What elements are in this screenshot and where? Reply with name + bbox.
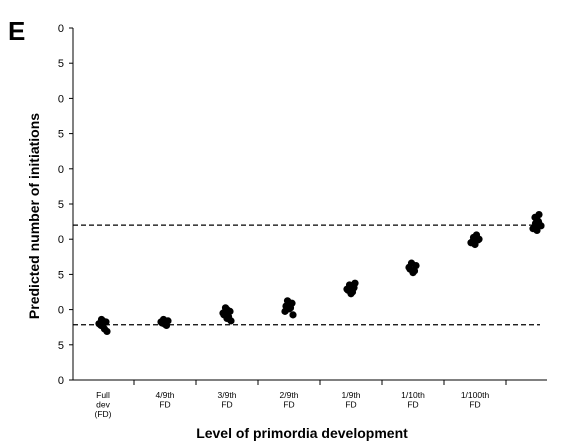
y-tick-label: 0 (58, 23, 64, 35)
x-tick-label: 1/100th (461, 390, 490, 400)
x-tick-label: FD (407, 400, 418, 410)
x-tick-label: FD (159, 400, 170, 410)
data-point (348, 288, 357, 296)
data-point (162, 321, 171, 330)
x-tick-label: 4/9th (156, 390, 175, 400)
data-point (157, 318, 165, 326)
data-point (343, 285, 351, 293)
data-point (103, 327, 111, 336)
x-tick-label: 1/10th (401, 390, 425, 400)
data-point (281, 307, 289, 315)
x-axis-label: Level of primordia development (196, 425, 408, 441)
data-point (467, 239, 475, 247)
y-tick-label: 0 (58, 305, 64, 317)
data-point (410, 267, 419, 275)
data-point (537, 222, 545, 230)
data-point (289, 311, 297, 319)
y-ticks: 0 5 0 5 0 5 0 5 0 5 0 (58, 23, 73, 387)
x-tick-label: 3/9th (218, 390, 237, 400)
x-tick-label: Full (96, 390, 110, 400)
data-points (95, 210, 545, 336)
panel-label: E (8, 16, 25, 46)
data-point (97, 321, 105, 330)
x-tick-label: dev (96, 400, 110, 410)
x-tick-label: FD (469, 400, 480, 410)
x-ticks: Fulldev(FD)4/9thFD3/9thFD2/9thFD1/9thFD1… (95, 380, 507, 419)
reference-lines (73, 224, 540, 326)
data-point (529, 225, 537, 233)
data-point (535, 210, 543, 219)
y-tick-label: 5 (58, 199, 64, 211)
x-tick-label: FD (345, 400, 356, 410)
y-tick-label: 5 (58, 269, 64, 281)
y-tick-label: 0 (58, 234, 64, 246)
x-tick-label: 2/9th (280, 390, 299, 400)
data-point (475, 235, 483, 243)
y-tick-label: 0 (58, 93, 64, 105)
axes (72, 28, 547, 381)
x-tick-label: (FD) (95, 409, 112, 419)
y-tick-label: 5 (58, 129, 64, 141)
data-point (285, 298, 293, 307)
x-tick-label: FD (221, 400, 232, 410)
y-tick-label: 5 (58, 58, 64, 70)
data-point (223, 306, 231, 314)
y-tick-label: 5 (58, 340, 64, 352)
y-tick-label: 0 (58, 164, 64, 176)
data-point (405, 263, 413, 271)
y-axis-label: Predicted number of initiations (26, 113, 42, 319)
y-tick-label: 0 (58, 375, 64, 387)
x-tick-label: FD (283, 400, 294, 410)
data-point (227, 317, 235, 325)
data-point (351, 279, 359, 287)
x-tick-label: 1/9th (342, 390, 361, 400)
